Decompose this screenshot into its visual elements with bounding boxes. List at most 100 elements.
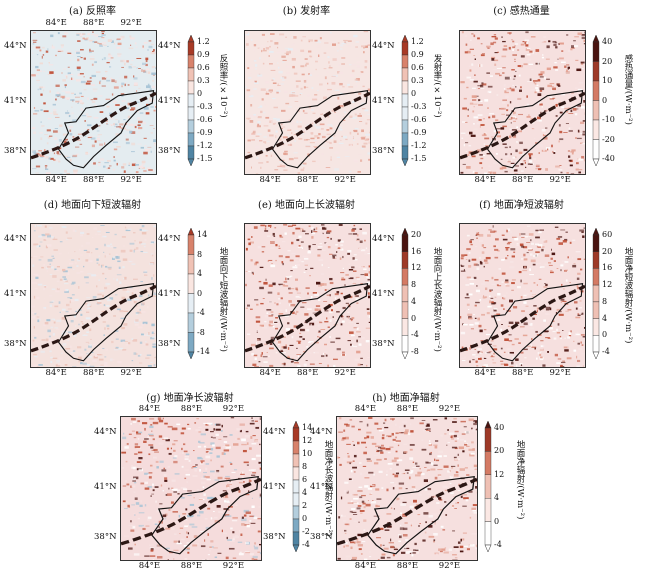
colorbar-tick-label: 12 (302, 436, 313, 445)
colorbar-tick-label: -1.2 (197, 141, 213, 150)
colorbar-tick-label: 6 (302, 475, 308, 484)
colorbar-tick-label: 10 (602, 76, 613, 85)
colorbar-tick-label: 10 (302, 449, 313, 458)
lon-label-bottom: 92°E (222, 561, 245, 571)
lon-label-bottom: 92°E (120, 175, 142, 185)
map-background (245, 31, 370, 174)
panel-title-g: (g) 地面净长波辐射 (146, 393, 234, 404)
lat-label-left: 44°N (4, 234, 27, 245)
colorbar-b (401, 35, 409, 166)
colorbar-tick-label: -4 (302, 540, 310, 549)
colorbar-unit-label: 地面向上长波辐射/(W·m⁻²) (432, 247, 442, 352)
colorbar-tick-label: -40 (602, 154, 615, 163)
lat-label-left: 41°N (310, 481, 333, 492)
colorbar-tick-label: 0 (197, 89, 203, 98)
lon-label-top: 88°E (396, 404, 419, 414)
panel-title-h: (h) 地面净辐射 (372, 393, 440, 404)
lat-label-left: 38°N (4, 145, 27, 156)
boundary-dashed-line (245, 91, 370, 160)
colorbar-f (592, 228, 600, 359)
lat-label-left: 44°N (310, 427, 333, 438)
colorbar-unit-label: 反照率/(×10⁻²) (218, 54, 228, 118)
colorbar-tick-label: 12 (494, 469, 505, 479)
lon-label-bottom: 88°E (396, 561, 419, 571)
colorbar-tick-label: 2 (302, 501, 308, 510)
colorbar-g (292, 421, 300, 552)
colorbar-tick-label: 0.3 (411, 76, 424, 85)
lat-label-left: 38°N (310, 531, 333, 542)
colorbar-tick-label: 20 (602, 56, 613, 66)
basin-outline (151, 476, 259, 555)
lon-label-bottom: 92°E (334, 175, 356, 185)
lat-label-right: 41°N (372, 95, 395, 106)
colorbar-tick-label: 60 (602, 230, 613, 239)
lat-label-right: 38°N (372, 338, 395, 349)
lon-label-bottom: 84°E (259, 368, 281, 378)
colorbar-a (187, 35, 195, 166)
lon-label-bottom: 84°E (45, 368, 67, 378)
colorbar-tick-label: 0 (197, 288, 203, 298)
colorbar-tick-label: 4 (197, 269, 203, 278)
colorbar-tick-label: 0 (602, 95, 608, 105)
colorbar-tick-label: 0 (411, 89, 417, 98)
boundary-dashed-line (245, 284, 370, 353)
panel-title-e: (e) 地面向上长波辐射 (258, 200, 355, 211)
colorbar-tick-label: -4 (197, 308, 205, 317)
boundary-dashed-line (121, 477, 261, 546)
colorbar-tick-label: 8 (302, 462, 308, 471)
colorbar-tick-label: 0 (494, 516, 500, 526)
lat-label-right: 44°N (263, 427, 286, 438)
colorbar-tick-label: 0.9 (197, 50, 210, 59)
colorbar-tick-label: -10 (602, 115, 615, 124)
lon-label-bottom: 92°E (549, 368, 571, 378)
colorbar-tick-label: -1.2 (411, 141, 427, 150)
map-panel-c (459, 30, 586, 175)
map-panel-a (30, 30, 157, 175)
panel-title-d: (d) 地面向下短波辐射 (43, 200, 142, 211)
lon-label-bottom: 84°E (474, 368, 496, 378)
basin-outline (486, 90, 584, 169)
lon-label-top: 84°E (45, 18, 67, 28)
lon-label-bottom: 88°E (297, 175, 319, 185)
boundary-dashed-line (460, 284, 585, 353)
panel-title-c: (c) 感热通量 (493, 6, 550, 17)
lon-label-top: 92°E (222, 404, 245, 414)
lon-label-top: 88°E (180, 404, 203, 414)
lon-label-top: 84°E (354, 404, 377, 414)
colorbar-tick-label: 8 (602, 296, 608, 306)
colorbar-tick-label: -0.6 (411, 115, 427, 124)
colorbar-unit-label: 地面净辐射/(W·m⁻²) (515, 440, 525, 520)
colorbar-tick-label: 0.6 (411, 63, 424, 72)
colorbar-tick-label: 12 (602, 280, 613, 290)
lat-label-right: 38°N (372, 145, 395, 156)
boundary-dashed-line (337, 477, 477, 546)
lat-label-left: 38°N (94, 531, 117, 542)
colorbar-tick-label: 4 (602, 313, 608, 323)
lon-label-bottom: 92°E (549, 175, 571, 185)
basin-outline (367, 476, 475, 555)
boundary-dashed-line (460, 91, 585, 160)
map-panel-f (459, 223, 586, 368)
lon-label-bottom: 84°E (138, 561, 161, 571)
lon-label-bottom: 88°E (83, 175, 105, 185)
lon-label-bottom: 84°E (354, 561, 377, 571)
lat-label-left: 41°N (94, 481, 117, 492)
lat-label-right: 44°N (372, 41, 395, 52)
colorbar-tick-label: -1.5 (411, 154, 427, 163)
colorbar-tick-label: -8 (197, 327, 205, 337)
lat-label-right: 41°N (158, 288, 181, 299)
colorbar-tick-label: 16 (411, 246, 422, 256)
colorbar-e (401, 228, 409, 359)
colorbar-tick-label: -0.6 (197, 115, 213, 124)
colorbar-tick-label: -4 (602, 347, 610, 356)
colorbar-tick-label: 0 (411, 313, 417, 323)
colorbar-tick-label: -20 (602, 134, 615, 144)
colorbar-tick-label: 8 (197, 249, 203, 259)
basin-outline (271, 90, 369, 169)
map-panel-d (30, 223, 157, 368)
lon-label-bottom: 84°E (474, 175, 496, 185)
colorbar-tick-label: 0.9 (411, 50, 424, 59)
lat-label-right: 38°N (263, 531, 286, 542)
colorbar-unit-label: 发射率/(×10⁻²) (432, 54, 442, 118)
colorbar-tick-label: -8 (411, 347, 419, 356)
